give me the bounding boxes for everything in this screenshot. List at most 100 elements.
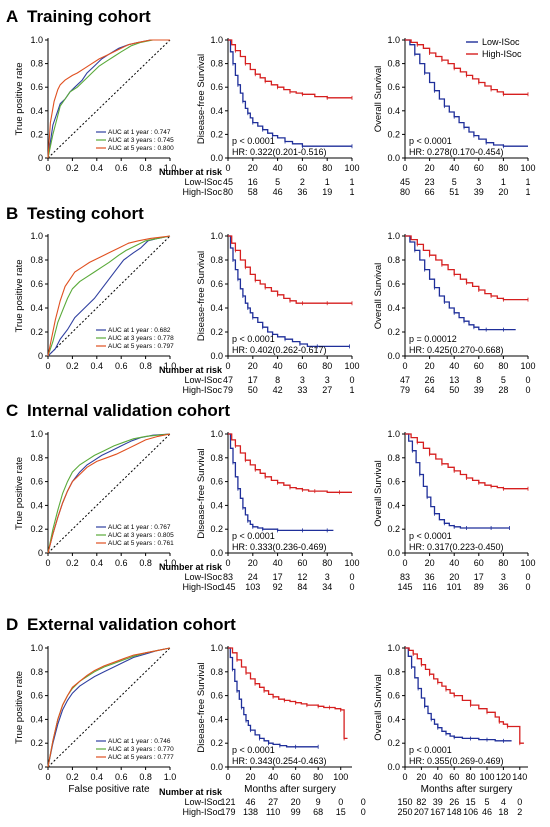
panel-c-km-2-x-tick-label: 0: [402, 558, 407, 568]
panel-a-km-2-risk-low: 1: [525, 177, 530, 187]
panel-b-km-1-y-tick-label: 0.8: [210, 255, 223, 265]
panel-a-roc-0-x-tick-label: 0.2: [66, 163, 79, 173]
panel-b-roc-0-x-tick-label: 0.6: [115, 361, 128, 371]
panel-a-roc-0-roc-curve-5yr: [47, 39, 170, 159]
risk-row-label-low: Low-ISoc: [184, 797, 222, 807]
panel-b-km-2-x-tick-label: 20: [425, 361, 435, 371]
panel-d-km-1-x-tick-label: 0: [225, 772, 230, 782]
panel-d-km-2-risk-high: 106: [463, 807, 478, 817]
panel-a-km-1-km-curve-high: [228, 39, 352, 99]
panel-c-km-2-x-tick-label: 40: [449, 558, 459, 568]
panel-c-km-2-hazard-ratio: HR: 0.317(0.223-0.450): [409, 542, 504, 552]
panel-b-roc-0-x-tick-label: 0.8: [139, 361, 152, 371]
panel-c-km-2-risk-low: 3: [501, 572, 506, 582]
panel-d-km-2-y-tick-label: 0.2: [387, 738, 400, 748]
panel-d-km-2-km-curve-high: [405, 647, 524, 744]
panel-a-km-1-risk-high: 58: [248, 187, 258, 197]
panel-letter: D: [6, 615, 18, 634]
panel-c-km-1-y-axis-label: Disease-free Survival: [196, 448, 207, 538]
panel-title: Testing cohort: [27, 204, 144, 223]
panel-a-km-1-hazard-ratio: HR: 0.322(0.201-0.516): [232, 147, 327, 157]
panel-b-roc-0-roc-curve-5yr: [47, 235, 171, 357]
panel-b-roc-0-roc-curve-1yr: [47, 235, 171, 357]
panel-b-km-2-risk-high: 39: [474, 385, 484, 395]
panel-c-km-1-x-tick-label: 80: [322, 558, 332, 568]
panel-a-km-1-y-tick-label: 1.0: [210, 35, 223, 45]
panel-a-km-2-x-tick-label: 80: [498, 163, 508, 173]
risk-row-label-low: Low-ISoc: [184, 572, 222, 582]
panel-d-roc-0-x-axis-label: False positive rate: [68, 784, 150, 795]
risk-row-label-high: High-ISoc: [182, 582, 222, 592]
panel-b-km-1-x-tick-label: 40: [273, 361, 283, 371]
panel-d-km-1-risk-high: 110: [266, 807, 280, 817]
panel-b-km-1-y-tick-label: 0.0: [210, 351, 223, 361]
panel-a-km-1-x-tick-label: 0: [225, 163, 230, 173]
panel-c-km-2-risk-low: 20: [449, 572, 459, 582]
panel-d-km-2-x-axis-label: Months after surgery: [421, 784, 513, 795]
panel-a-roc-0-x-tick-label: 1.0: [164, 163, 177, 173]
panel-a-km-2-x-tick-label: 0: [402, 163, 407, 173]
panel-d-km-1-x-tick-label: 100: [333, 772, 348, 782]
panel-b-roc-0-y-tick-label: 1.0: [30, 231, 43, 241]
panel-a-roc-0-legend-label: AUC at 3 years : 0.745: [108, 137, 174, 144]
panel-b-km-1-y-tick-label: 0.4: [210, 303, 223, 313]
panel-b-km-1-x-tick-label: 60: [297, 361, 307, 371]
panel-a-roc-0-x-tick-label: 0: [45, 163, 50, 173]
panel-d-km-1-y-axis-label: Disease-free Survival: [196, 662, 207, 752]
panel-d-km-2-x-tick-label: 100: [479, 772, 494, 782]
panel-c-km-1-hazard-ratio: HR: 0.333(0.236-0.469): [232, 542, 327, 552]
panel-a-km-2-risk-low: 45: [400, 177, 410, 187]
panel-b-roc-0-x-tick-label: 0.2: [66, 361, 79, 371]
panel-d-roc-0-reference-diagonal: [47, 647, 171, 768]
panel-c-km-1-risk-high: 145: [220, 582, 235, 592]
panel-b-km-1-risk-high: 42: [273, 385, 283, 395]
panel-c-km-2-risk-high: 101: [447, 582, 462, 592]
panel-letter: A: [6, 7, 18, 26]
panel-a-km-1-risk-high: 80: [223, 187, 233, 197]
panel-b-km-2-x-tick-label: 100: [520, 361, 535, 371]
panel-b-km-2-y-tick-label: 0.6: [387, 279, 400, 289]
risk-row-label-high: High-ISoc: [182, 385, 222, 395]
panel-c-km-2-risk-high: 89: [474, 582, 484, 592]
panel-a-roc-0-y-tick-label: 0.8: [30, 59, 43, 69]
panel-b-km-2-x-tick-label: 0: [402, 361, 407, 371]
panel-a-km-1-y-tick-label: 0.6: [210, 82, 223, 92]
panel-a-km-2-km-curve-low: [405, 39, 528, 147]
panel-c-roc-0-x-tick-label: 0.8: [139, 558, 152, 568]
panel-d-km-2-x-tick-label: 120: [496, 772, 511, 782]
panel-c-roc-0-y-tick-label: 0: [38, 548, 43, 558]
panel-d-km-2-risk-low: 0: [517, 797, 522, 807]
panel-b-km-1-km-curve-high: [228, 235, 352, 304]
panel-d-roc-0-y-tick-label: 0.4: [30, 714, 43, 724]
panel-d-km-2-y-tick-label: 1.0: [387, 643, 400, 653]
panel-a-km-1-risk-low: 1: [349, 177, 354, 187]
panel-a-km-2-y-tick-label: 1.0: [387, 35, 400, 45]
panel-b-km-1-risk-high: 27: [322, 385, 332, 395]
panel-c-roc-0-legend-label: AUC at 1 year : 0.767: [108, 524, 171, 531]
panel-d-km-2-y-tick-label: 0.6: [387, 691, 400, 701]
panel-d-km-1-km-curve-low: [228, 647, 319, 748]
panel-d-km-1-y-tick-label: 0.8: [210, 667, 223, 677]
panel-d-km-2-y-tick-label: 0.8: [387, 667, 400, 677]
panel-c-roc-0-y-tick-label: 0.6: [30, 477, 43, 487]
panel-c-km-1-y-tick-label: 0.2: [210, 524, 223, 534]
panel-c-km-1-risk-low: 12: [297, 572, 307, 582]
panel-d-km-2-x-tick-label: 20: [416, 772, 426, 782]
panel-c-roc-0-x-tick-label: 0.4: [91, 558, 104, 568]
panel-b-roc-0-legend-label: AUC at 1 year : 0.682: [108, 327, 171, 334]
panel-d-km-1-y-tick-label: 0.2: [210, 738, 223, 748]
panel-a-roc-0-x-tick-label: 0.4: [91, 163, 104, 173]
panel-c-km-1-risk-low: 3: [325, 572, 330, 582]
panel-d-km-1-risk-low: 46: [246, 797, 256, 807]
panel-a-roc-0-reference-diagonal: [47, 39, 171, 159]
panel-d-km-1-risk-high: 99: [291, 807, 301, 817]
panel-a-km-1-x-tick-label: 80: [322, 163, 332, 173]
panel-c-km-1-risk-low: 24: [248, 572, 258, 582]
panel-b-km-1-x-tick-label: 0: [225, 361, 230, 371]
panel-d-km-2-risk-high: 207: [414, 807, 429, 817]
panel-a-roc-0-y-tick-label: 0.4: [30, 106, 43, 116]
panel-b-roc-0-x-tick-label: 0: [45, 361, 50, 371]
panel-c-roc-0-x-tick-label: 1.0: [164, 558, 177, 568]
panel-a-roc-0-x-tick-label: 0.8: [139, 163, 152, 173]
panel-a-km-2-y-tick-label: 0.6: [387, 82, 400, 92]
